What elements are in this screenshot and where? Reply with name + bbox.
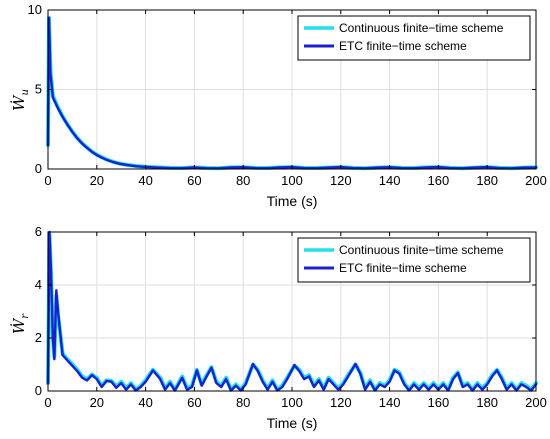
panel-bottom: 0 20 40 60 80 100 120 140 160 180 200 0 2 4 6 Time (s) Ẇ…: [10, 224, 547, 431]
x-axis-label: Time (s): [267, 193, 318, 209]
y-tick-label-1: 2: [35, 330, 42, 345]
x-tick-label-2: 40: [138, 395, 152, 410]
y-axis-label-subscript: u: [20, 89, 31, 95]
x-tick-label-10: 200: [525, 395, 547, 410]
x-tick-label-6: 120: [330, 173, 352, 188]
y-axis-label: Ẇu: [10, 89, 31, 111]
x-tick-label-3: 60: [187, 395, 201, 410]
y-tick-label-3: 6: [35, 224, 42, 239]
x-tick-label-0: 0: [44, 395, 51, 410]
y-axis-label: Ẇr: [10, 313, 31, 334]
legend-label-etc: ETC finite−time scheme: [339, 261, 467, 275]
x-axis-label: Time (s): [267, 415, 318, 431]
y-tick-label-0: 0: [35, 383, 42, 398]
x-tick-label-6: 120: [330, 395, 352, 410]
legend-box: [297, 237, 531, 283]
x-tick-label-1: 20: [90, 395, 104, 410]
x-tick-label-7: 140: [379, 395, 401, 410]
x-tick-label-10: 200: [525, 173, 547, 188]
y-axis-label-main: Ẇ: [10, 94, 28, 111]
x-tick-label-0: 0: [44, 173, 51, 188]
y-tick-label-2: 4: [35, 277, 42, 292]
legend: Continuous finite−time scheme ETC finite−…: [297, 15, 531, 61]
legend: Continuous finite−time scheme ETC finite−…: [297, 237, 531, 283]
x-tick-label-9: 180: [476, 173, 498, 188]
y-tick-label-0: 0: [35, 161, 42, 176]
x-tick-label-4: 80: [236, 173, 250, 188]
y-tick-label-2: 10: [28, 2, 42, 17]
legend-box: [297, 15, 531, 61]
x-tick-label-2: 40: [138, 173, 152, 188]
legend-label-continuous: Continuous finite−time scheme: [339, 243, 504, 257]
legend-label-continuous: Continuous finite−time scheme: [339, 21, 504, 35]
series-line-etc: [46, 16, 538, 170]
series-line-etc: [46, 230, 538, 392]
x-tick-label-4: 80: [236, 395, 250, 410]
x-tick-label-8: 160: [428, 173, 450, 188]
y-axis-label-main: Ẇ: [10, 317, 28, 334]
x-tick-label-9: 180: [476, 395, 498, 410]
x-tick-label-7: 140: [379, 173, 401, 188]
x-tick-label-5: 100: [281, 173, 303, 188]
x-tick-label-5: 100: [281, 395, 303, 410]
legend-label-etc: ETC finite−time scheme: [339, 39, 467, 53]
y-axis-label-subscript: r: [20, 313, 31, 319]
panel-top: 0 20 40 60 80 100 120 140 160 180 200 0 5 10 Time (s) Ẇ…: [10, 2, 547, 209]
y-tick-label-1: 5: [35, 82, 42, 97]
x-tick-label-3: 60: [187, 173, 201, 188]
x-tick-label-8: 160: [428, 395, 450, 410]
x-tick-label-1: 20: [90, 173, 104, 188]
